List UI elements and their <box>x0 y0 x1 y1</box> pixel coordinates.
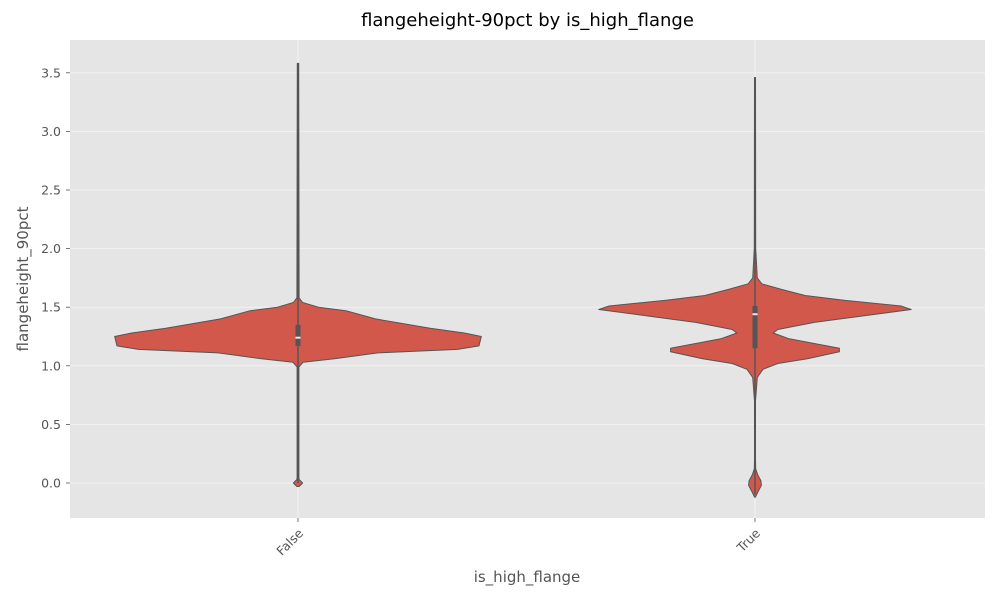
y-tick-label: 3.0 <box>41 124 61 139</box>
y-tick-label: 1.0 <box>41 358 61 373</box>
violins <box>114 62 912 498</box>
plot-area <box>70 40 985 518</box>
x-tick-label: False <box>273 525 306 558</box>
y-tick-label: 0.0 <box>41 476 61 491</box>
y-tick-label: 3.5 <box>41 65 61 80</box>
y-tick-label: 0.5 <box>41 417 61 432</box>
y-axis-ticks: 0.0 0.5 1.0 1.5 2.0 2.5 3.0 3.5 <box>41 65 70 491</box>
y-tick-label: 2.0 <box>41 241 61 256</box>
chart-title: flangeheight-90pct by is_high_flange <box>361 10 694 31</box>
y-axis-label: flangeheight_90pct <box>14 206 33 351</box>
x-axis-label: is_high_flange <box>474 568 581 587</box>
x-tick-label: True <box>733 525 763 555</box>
iqr-box <box>295 324 301 346</box>
y-tick-label: 2.5 <box>41 183 61 198</box>
iqr-box <box>752 306 758 349</box>
y-tick-label: 1.5 <box>41 300 61 315</box>
x-axis-ticks: False True <box>273 518 763 558</box>
